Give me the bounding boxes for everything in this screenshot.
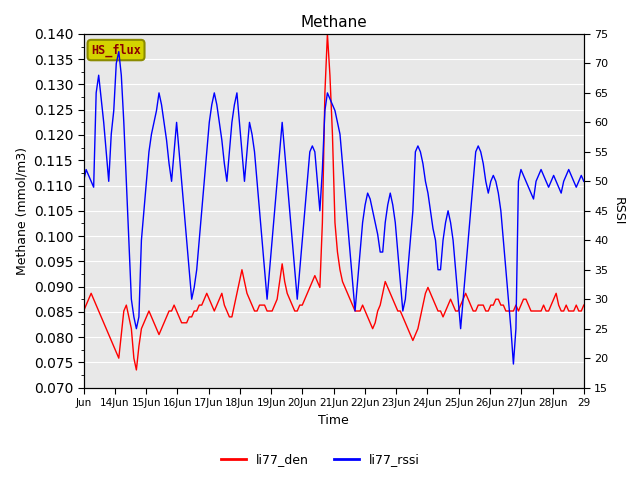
li77_rssi [100,120,108,125]
li77_rssi [542,179,550,184]
li77_den [175,314,183,320]
li77_den [216,296,223,302]
Y-axis label: RSSI: RSSI [612,197,625,225]
Text: HS_flux: HS_flux [91,43,141,57]
li77_rssi [175,149,183,155]
li77_rssi [580,179,588,184]
Y-axis label: Methane (mmol/m3): Methane (mmol/m3) [15,147,28,275]
li77_rssi [509,361,517,367]
li77_den [560,308,568,314]
li77_rssi [110,108,118,113]
li77_rssi [216,120,223,125]
li77_den [100,320,108,325]
li77_rssi [560,179,568,184]
li77_rssi [80,179,88,184]
li77_den [80,308,88,314]
li77_den [110,344,118,349]
Line: li77_den: li77_den [84,34,584,370]
Line: li77_rssi: li77_rssi [84,52,584,364]
li77_den [542,308,550,314]
li77_den [580,302,588,308]
X-axis label: Time: Time [318,414,349,427]
li77_den [132,367,140,373]
li77_den [324,31,332,37]
li77_rssi [115,49,123,55]
Title: Methane: Methane [300,15,367,30]
Legend: li77_den, li77_rssi: li77_den, li77_rssi [216,448,424,471]
